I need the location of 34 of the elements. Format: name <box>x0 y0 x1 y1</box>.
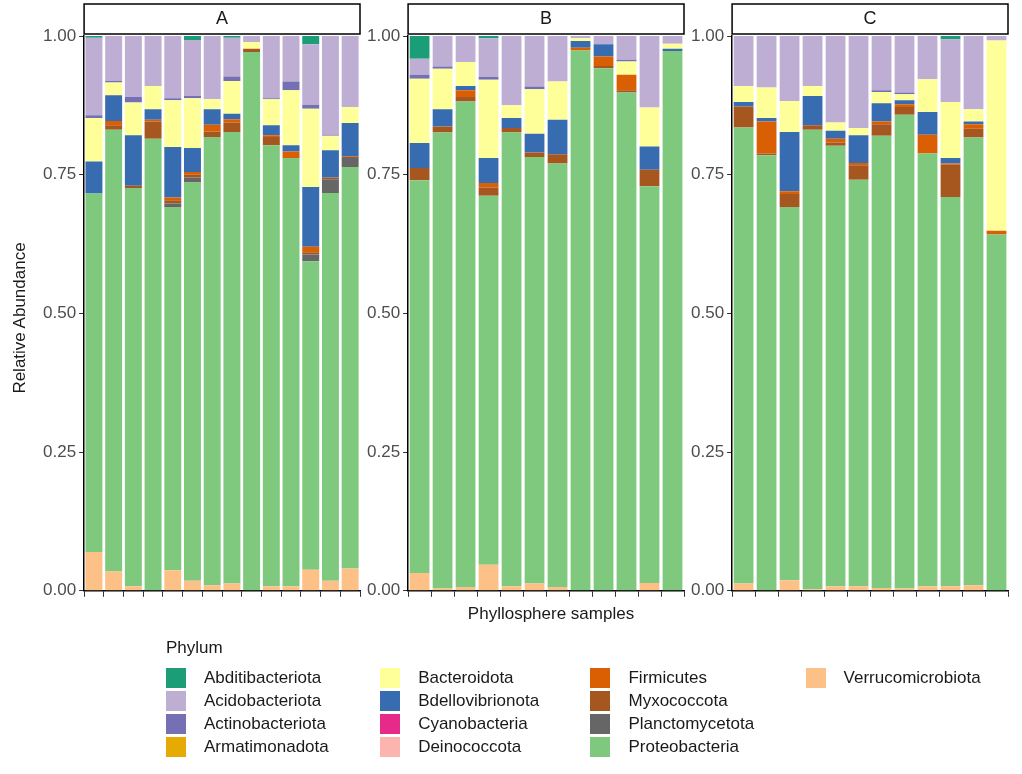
y-tick-label: 0.50 <box>690 303 725 323</box>
y-tick-label: 0.00 <box>690 580 725 600</box>
y-tick-label: 0.50 <box>366 303 401 323</box>
legend-label: Bdellovibrionota <box>418 690 540 711</box>
legend-label: Proteobacteria <box>628 736 740 757</box>
legend-title: Phylum <box>166 638 224 658</box>
chart-title: B <box>540 7 553 28</box>
legend-label: Abditibacteriota <box>204 667 322 688</box>
y-tick-label: 0.25 <box>690 441 725 461</box>
chart-title: C <box>863 7 877 28</box>
legend-label: Myxococcota <box>628 690 728 711</box>
legend-label: Armatimonadota <box>204 736 329 757</box>
y-tick-label: 0.25 <box>366 441 401 461</box>
y-tick-label: 0.50 <box>42 303 77 323</box>
y-tick-label: 0.00 <box>366 580 401 600</box>
legend-label: Acidobacteriota <box>204 690 322 711</box>
y-tick-label: 1.00 <box>366 25 401 45</box>
legend-label: Cyanobacteria <box>418 713 528 734</box>
y-axis-title: Relative Abundance <box>10 242 30 394</box>
y-tick-label: 0.00 <box>42 580 77 600</box>
y-tick-label: 0.75 <box>690 164 725 184</box>
legend-label: Verrucomicrobiota <box>843 667 981 688</box>
y-tick-label: 0.75 <box>42 164 77 184</box>
legend-label: Firmicutes <box>628 667 707 688</box>
legend-label: Deinococcota <box>418 736 522 757</box>
y-tick-label: 0.25 <box>42 441 77 461</box>
y-tick-label: 0.75 <box>366 164 401 184</box>
x-axis-title: Phyllosphere samples <box>467 604 635 625</box>
chart-title: A <box>216 7 229 28</box>
legend-label: Bacteroidota <box>418 667 514 688</box>
legend-label: Actinobacteriota <box>204 713 326 734</box>
legend-label: Planctomycetota <box>628 713 755 734</box>
y-tick-label: 1.00 <box>690 25 725 45</box>
y-tick-label: 1.00 <box>42 25 77 45</box>
